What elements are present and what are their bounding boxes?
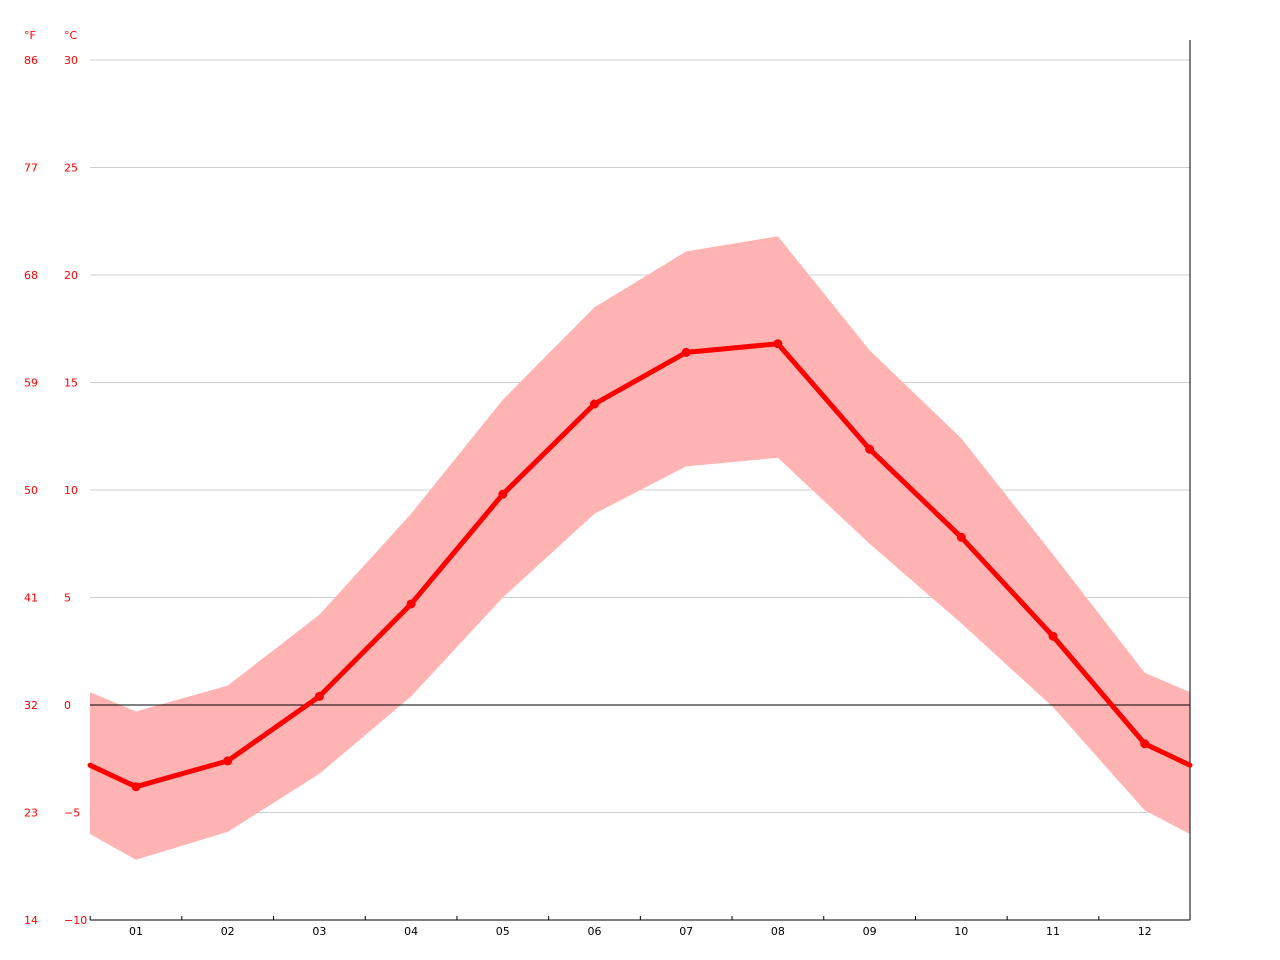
y-tick-label-celsius: 30 xyxy=(64,54,78,67)
data-point xyxy=(314,691,324,701)
data-point xyxy=(773,339,783,349)
y-tick-label-celsius: 0 xyxy=(64,699,71,712)
data-point xyxy=(406,599,416,609)
fahrenheit-unit-label: °F xyxy=(24,29,36,42)
y-tick-label-fahrenheit: 68 xyxy=(24,269,38,282)
y-tick-label-fahrenheit: 77 xyxy=(24,162,38,175)
x-tick-label: 06 xyxy=(588,925,602,938)
x-tick-label: 04 xyxy=(404,925,418,938)
data-point xyxy=(498,489,508,499)
data-point xyxy=(223,756,233,766)
y-tick-label-fahrenheit: 41 xyxy=(24,592,38,605)
y-tick-label-celsius: −10 xyxy=(64,914,87,927)
y-tick-label-fahrenheit: 32 xyxy=(24,699,38,712)
x-tick-label: 10 xyxy=(954,925,968,938)
axis-layer xyxy=(89,40,1191,921)
y-tick-label-celsius: 5 xyxy=(64,592,71,605)
celsius-unit-label: °C xyxy=(64,29,78,42)
y-tick-label-celsius: 10 xyxy=(64,484,78,497)
label-layer: °F °C 30862577206815591050541032−523−101… xyxy=(24,29,1152,938)
x-tick-label: 05 xyxy=(496,925,510,938)
data-point xyxy=(1140,739,1150,749)
x-tick-label: 08 xyxy=(771,925,785,938)
y-tick-label-celsius: 15 xyxy=(64,377,78,390)
y-tick-label-fahrenheit: 50 xyxy=(24,484,38,497)
x-tick-label: 02 xyxy=(221,925,235,938)
point-layer xyxy=(131,339,1150,792)
mean-temperature-line xyxy=(87,341,1193,790)
data-point xyxy=(681,347,691,357)
line-layer xyxy=(87,341,1193,790)
x-tick-label: 03 xyxy=(312,925,326,938)
data-point xyxy=(956,532,966,542)
x-tick-label: 07 xyxy=(679,925,693,938)
y-tick-label-celsius: −5 xyxy=(64,807,80,820)
data-point xyxy=(131,782,141,792)
x-tick-label: 12 xyxy=(1138,925,1152,938)
y-tick-label-fahrenheit: 23 xyxy=(24,807,38,820)
y-tick-label-celsius: 25 xyxy=(64,162,78,175)
y-tick-label-fahrenheit: 14 xyxy=(24,914,38,927)
temperature-range-band xyxy=(90,236,1190,860)
data-point xyxy=(1048,631,1058,641)
x-tick-label: 11 xyxy=(1046,925,1060,938)
x-tick-label: 09 xyxy=(863,925,877,938)
data-point xyxy=(590,399,599,409)
y-tick-label-fahrenheit: 59 xyxy=(24,377,38,390)
x-tick-label: 01 xyxy=(129,925,143,938)
data-point xyxy=(865,444,875,454)
y-tick-label-fahrenheit: 86 xyxy=(24,54,38,67)
y-tick-label-celsius: 20 xyxy=(64,269,78,282)
band-layer xyxy=(90,236,1190,860)
